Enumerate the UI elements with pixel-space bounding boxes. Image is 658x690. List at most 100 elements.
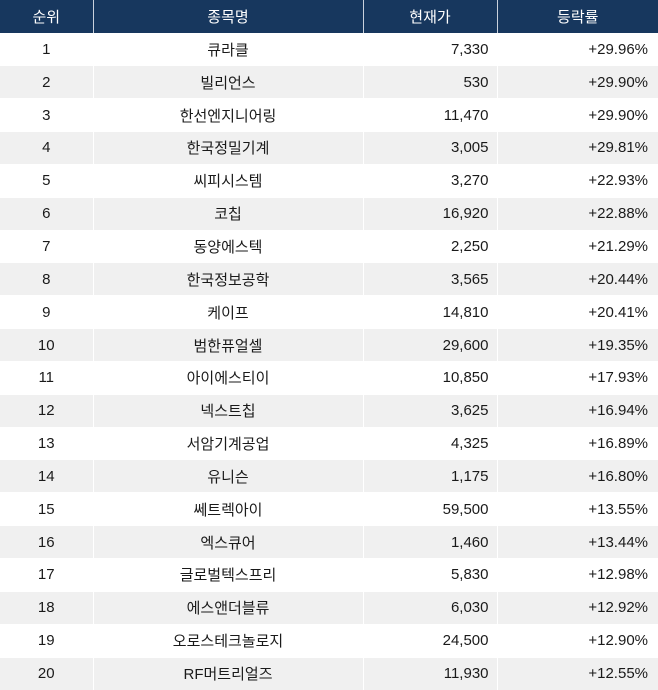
- change-rate-cell: +16.94%: [497, 394, 658, 428]
- change-rate-cell: +21.29%: [497, 230, 658, 264]
- rank-cell: 2: [0, 65, 94, 100]
- change-rate-cell: +20.41%: [497, 295, 658, 330]
- stock-name-cell: 범한퓨얼셀: [93, 328, 364, 362]
- table-row: 14 유니슨 1,175 +16.80%: [0, 459, 658, 494]
- stock-name-cell: 유니슨: [93, 459, 364, 494]
- stock-name-cell: 글로벌텍스프리: [93, 558, 364, 592]
- current-price-cell: 3,005: [363, 131, 498, 165]
- header-row: 순위 종목명 현재가 등락률: [0, 0, 658, 33]
- table-row: 1 큐라클 7,330 +29.96%: [0, 33, 658, 67]
- table-row: 19 오로스테크놀로지 24,500 +12.90%: [0, 624, 658, 658]
- stock-name-cell: 한선엔지니어링: [93, 98, 364, 133]
- change-rate-cell: +29.90%: [497, 65, 658, 100]
- current-price-cell: 2,250: [363, 230, 498, 264]
- col-header-name: 종목명: [93, 0, 364, 33]
- change-rate-cell: +29.90%: [497, 98, 658, 133]
- current-price-cell: 530: [363, 65, 498, 100]
- current-price-cell: 1,460: [363, 525, 498, 559]
- change-rate-cell: +12.55%: [497, 657, 658, 690]
- table-row: 10 범한퓨얼셀 29,600 +19.35%: [0, 328, 658, 362]
- rank-cell: 19: [0, 624, 94, 658]
- rank-cell: 5: [0, 164, 94, 198]
- current-price-cell: 11,470: [363, 98, 498, 133]
- stock-name-cell: 오로스테크놀로지: [93, 624, 364, 658]
- stock-name-cell: 동양에스텍: [93, 230, 364, 264]
- current-price-cell: 5,830: [363, 558, 498, 592]
- rank-cell: 7: [0, 230, 94, 264]
- table-row: 5 씨피시스템 3,270 +22.93%: [0, 164, 658, 198]
- current-price-cell: 3,565: [363, 262, 498, 297]
- change-rate-cell: +17.93%: [497, 361, 658, 395]
- rank-cell: 14: [0, 459, 94, 494]
- change-rate-cell: +13.55%: [497, 492, 658, 527]
- current-price-cell: 24,500: [363, 624, 498, 658]
- stock-name-cell: 코칩: [93, 197, 364, 231]
- stock-name-cell: 씨피시스템: [93, 164, 364, 198]
- rank-cell: 8: [0, 262, 94, 297]
- current-price-cell: 59,500: [363, 492, 498, 527]
- stock-name-cell: 엑스큐어: [93, 525, 364, 559]
- stock-name-cell: 한국정밀기계: [93, 131, 364, 165]
- rank-cell: 20: [0, 657, 94, 690]
- table-row: 16 엑스큐어 1,460 +13.44%: [0, 525, 658, 559]
- current-price-cell: 10,850: [363, 361, 498, 395]
- table-row: 4 한국정밀기계 3,005 +29.81%: [0, 131, 658, 165]
- stock-name-cell: 빌리언스: [93, 65, 364, 100]
- rank-cell: 6: [0, 197, 94, 231]
- stock-name-cell: 넥스트칩: [93, 394, 364, 428]
- change-rate-cell: +29.81%: [497, 131, 658, 165]
- stock-name-cell: 서암기계공업: [93, 427, 364, 461]
- table-row: 9 케이프 14,810 +20.41%: [0, 295, 658, 330]
- rank-cell: 3: [0, 98, 94, 133]
- current-price-cell: 4,325: [363, 427, 498, 461]
- table-row: 12 넥스트칩 3,625 +16.94%: [0, 394, 658, 428]
- table-row: 18 에스앤더블류 6,030 +12.92%: [0, 591, 658, 625]
- current-price-cell: 11,930: [363, 657, 498, 690]
- table-row: 6 코칩 16,920 +22.88%: [0, 197, 658, 231]
- current-price-cell: 7,330: [363, 33, 498, 67]
- change-rate-cell: +16.89%: [497, 427, 658, 461]
- change-rate-cell: +12.90%: [497, 624, 658, 658]
- stock-name-cell: 큐라클: [93, 33, 364, 67]
- rank-cell: 1: [0, 33, 94, 67]
- rank-cell: 16: [0, 525, 94, 559]
- stock-name-cell: 한국정보공학: [93, 262, 364, 297]
- table-body: 1 큐라클 7,330 +29.96% 2 빌리언스 530 +29.90% 3 한선엔지니어링 1…: [0, 33, 658, 690]
- table-row: 2 빌리언스 530 +29.90%: [0, 65, 658, 100]
- table-row: 17 글로벌텍스프리 5,830 +12.98%: [0, 558, 658, 592]
- rank-cell: 15: [0, 492, 94, 527]
- change-rate-cell: +12.92%: [497, 591, 658, 625]
- rank-cell: 17: [0, 558, 94, 592]
- current-price-cell: 16,920: [363, 197, 498, 231]
- change-rate-cell: +19.35%: [497, 328, 658, 362]
- current-price-cell: 6,030: [363, 591, 498, 625]
- table-row: 20 RF머트리얼즈 11,930 +12.55%: [0, 657, 658, 690]
- stock-name-cell: 쎄트렉아이: [93, 492, 364, 527]
- change-rate-cell: +16.80%: [497, 459, 658, 494]
- col-header-price: 현재가: [363, 0, 498, 33]
- rank-cell: 10: [0, 328, 94, 362]
- rank-cell: 11: [0, 361, 94, 395]
- stock-name-cell: RF머트리얼즈: [93, 657, 364, 690]
- col-header-rank: 순위: [0, 0, 94, 33]
- change-rate-cell: +22.88%: [497, 197, 658, 231]
- table-row: 3 한선엔지니어링 11,470 +29.90%: [0, 98, 658, 133]
- rank-cell: 13: [0, 427, 94, 461]
- col-header-change: 등락률: [497, 0, 658, 33]
- change-rate-cell: +13.44%: [497, 525, 658, 559]
- stock-name-cell: 아이에스티이: [93, 361, 364, 395]
- stock-name-cell: 에스앤더블류: [93, 591, 364, 625]
- change-rate-cell: +12.98%: [497, 558, 658, 592]
- current-price-cell: 3,625: [363, 394, 498, 428]
- table-row: 13 서암기계공업 4,325 +16.89%: [0, 427, 658, 461]
- rank-cell: 18: [0, 591, 94, 625]
- rank-cell: 9: [0, 295, 94, 330]
- table-row: 8 한국정보공학 3,565 +20.44%: [0, 262, 658, 297]
- table-header: 순위 종목명 현재가 등락률: [0, 0, 658, 33]
- current-price-cell: 29,600: [363, 328, 498, 362]
- table-row: 11 아이에스티이 10,850 +17.93%: [0, 361, 658, 395]
- current-price-cell: 14,810: [363, 295, 498, 330]
- change-rate-cell: +20.44%: [497, 262, 658, 297]
